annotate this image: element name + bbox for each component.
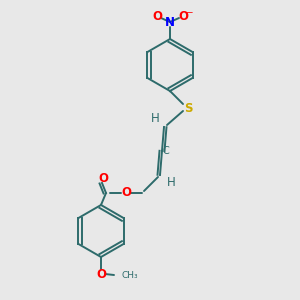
Text: O: O bbox=[152, 11, 162, 23]
Text: O: O bbox=[178, 11, 188, 23]
Text: N: N bbox=[165, 16, 175, 28]
Text: O: O bbox=[96, 268, 106, 281]
Text: S: S bbox=[184, 103, 192, 116]
Text: −: − bbox=[185, 8, 193, 16]
Text: CH₃: CH₃ bbox=[121, 271, 138, 280]
Text: O: O bbox=[98, 172, 108, 184]
Text: H: H bbox=[167, 176, 176, 188]
Text: H: H bbox=[151, 112, 159, 124]
Text: O: O bbox=[121, 187, 131, 200]
Text: C: C bbox=[163, 146, 170, 156]
